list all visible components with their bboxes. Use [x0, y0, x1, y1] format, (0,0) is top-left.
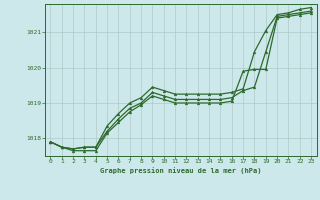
X-axis label: Graphe pression niveau de la mer (hPa): Graphe pression niveau de la mer (hPa) [100, 167, 261, 174]
